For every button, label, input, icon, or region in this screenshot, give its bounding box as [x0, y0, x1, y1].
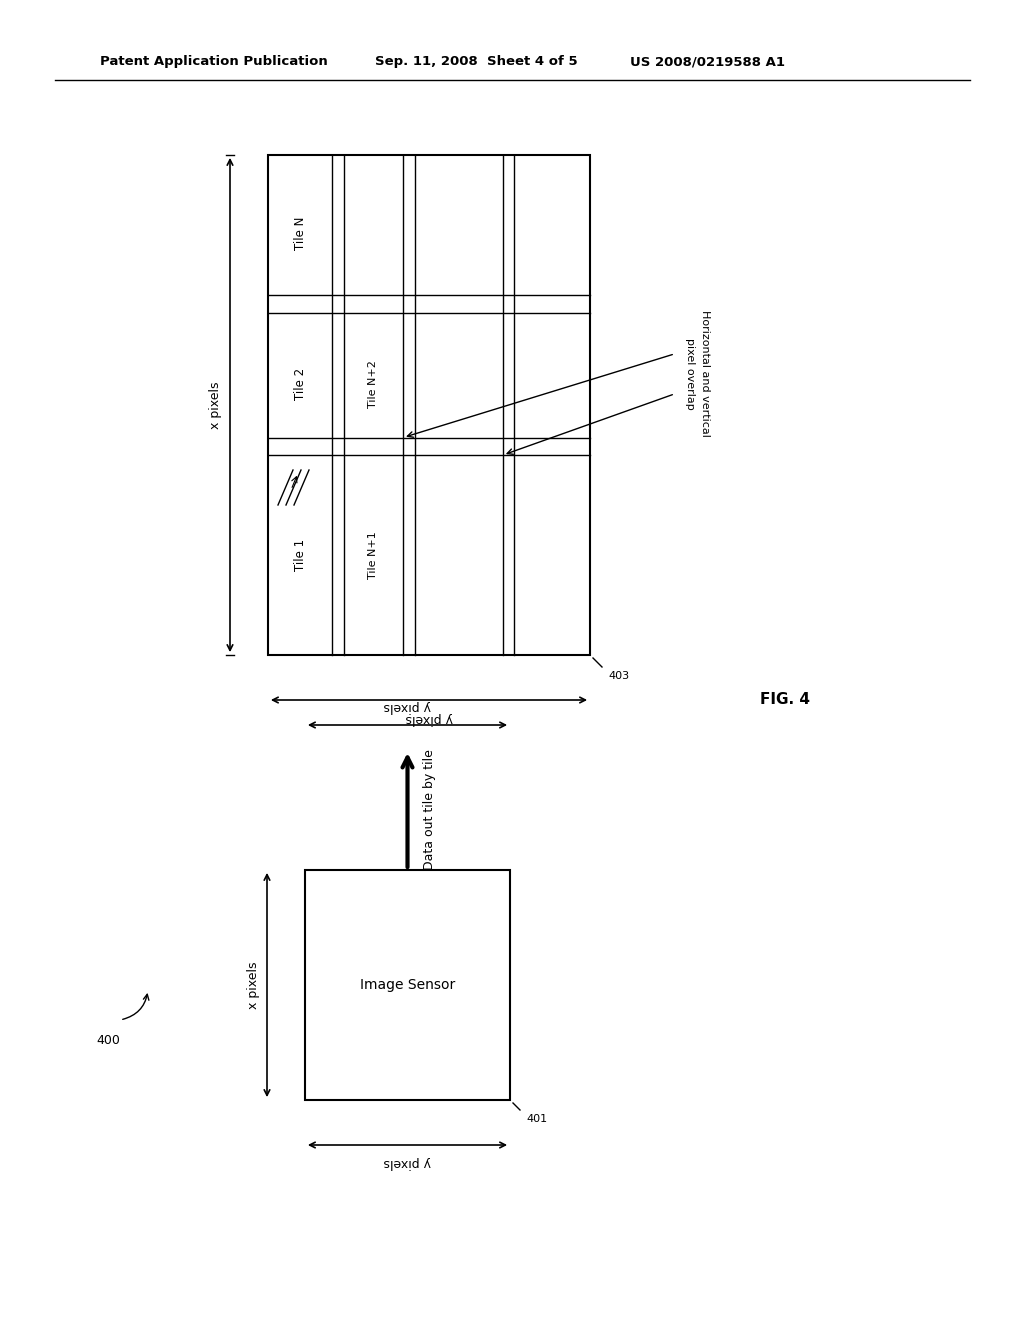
- Text: 400: 400: [96, 1034, 120, 1047]
- Bar: [268, 154, 590, 655]
- Text: y pixels: y pixels: [406, 711, 453, 725]
- Text: 403: 403: [608, 671, 629, 681]
- Text: Patent Application Publication: Patent Application Publication: [100, 55, 328, 69]
- Text: Tile N: Tile N: [294, 216, 307, 251]
- Text: x pixels: x pixels: [210, 381, 222, 429]
- Text: Tile N+1: Tile N+1: [369, 531, 379, 579]
- Text: Sep. 11, 2008  Sheet 4 of 5: Sep. 11, 2008 Sheet 4 of 5: [375, 55, 578, 69]
- Text: US 2008/0219588 A1: US 2008/0219588 A1: [630, 55, 785, 69]
- Text: 401: 401: [526, 1114, 547, 1125]
- Text: Image Sensor: Image Sensor: [359, 978, 455, 993]
- Bar: [305, 870, 510, 1100]
- Text: x pixels: x pixels: [247, 961, 259, 1008]
- Text: Tile 1: Tile 1: [294, 539, 307, 572]
- Text: Tile N+2: Tile N+2: [369, 360, 379, 408]
- Text: y pixels: y pixels: [384, 701, 431, 714]
- Text: pixel overlap: pixel overlap: [685, 338, 695, 409]
- Text: Horizontal and vertical: Horizontal and vertical: [700, 310, 710, 437]
- Text: y pixels: y pixels: [384, 1156, 431, 1170]
- Text: Tile 2: Tile 2: [294, 368, 307, 400]
- Text: FIG. 4: FIG. 4: [760, 693, 810, 708]
- Text: Data out tile by tile: Data out tile by tile: [424, 750, 436, 870]
